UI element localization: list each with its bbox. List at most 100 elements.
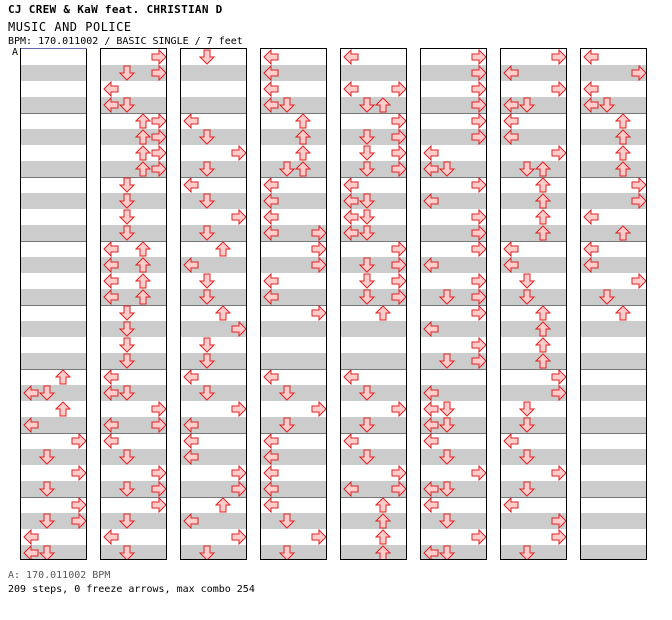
measure-line <box>581 369 646 370</box>
beat-band <box>261 129 326 145</box>
measure-line <box>261 113 326 114</box>
beat-band <box>421 321 486 337</box>
arrow-down-icon <box>359 193 375 209</box>
arrow-down-icon <box>439 161 455 177</box>
arrow-down-icon <box>279 97 295 113</box>
arrow-down-icon <box>39 449 55 465</box>
arrow-left-icon <box>503 241 519 257</box>
measure-line <box>581 177 646 178</box>
measure-line <box>181 433 246 434</box>
arrow-up-icon <box>375 305 391 321</box>
arrow-up-icon <box>135 145 151 161</box>
measure-line <box>261 305 326 306</box>
beat-band <box>581 129 646 145</box>
arrow-right-icon <box>311 225 326 241</box>
arrow-down-icon <box>119 449 135 465</box>
beat-band <box>501 225 566 241</box>
chart-column <box>340 48 407 560</box>
beat-band <box>341 65 406 81</box>
beat-band <box>581 385 646 401</box>
measure-line <box>501 177 566 178</box>
arrow-up-icon <box>135 241 151 257</box>
beat-band <box>501 193 566 209</box>
arrow-left-icon <box>423 193 439 209</box>
measure-line <box>21 305 86 306</box>
arrow-down-icon <box>199 161 215 177</box>
arrow-up-icon <box>375 529 391 545</box>
measure-line <box>21 113 86 114</box>
beat-band <box>21 289 86 305</box>
beat-band <box>261 193 326 209</box>
arrow-left-icon <box>343 209 359 225</box>
measure-line <box>341 369 406 370</box>
arrow-right-icon <box>471 129 486 145</box>
arrow-left-icon <box>423 145 439 161</box>
beat-band <box>261 225 326 241</box>
arrow-right-icon <box>311 305 326 321</box>
beat-band <box>341 321 406 337</box>
arrow-up-icon <box>375 497 391 513</box>
arrow-down-icon <box>119 545 135 559</box>
arrow-left-icon <box>503 497 519 513</box>
arrow-down-icon <box>39 481 55 497</box>
measure-line <box>261 369 326 370</box>
arrow-left-icon <box>183 433 199 449</box>
beat-band <box>581 225 646 241</box>
arrow-right-icon <box>471 49 486 65</box>
arrow-down-icon <box>119 321 135 337</box>
arrow-left-icon <box>23 529 39 545</box>
arrow-left-icon <box>263 369 279 385</box>
measure-line <box>101 433 166 434</box>
arrow-left-icon <box>103 529 119 545</box>
arrow-down-icon <box>359 273 375 289</box>
arrow-left-icon <box>103 241 119 257</box>
beat-band <box>421 193 486 209</box>
arrow-down-icon <box>119 97 135 113</box>
arrow-down-icon <box>359 145 375 161</box>
arrow-left-icon <box>103 97 119 113</box>
measure-line <box>181 497 246 498</box>
bpm-section-marker: A <box>12 47 19 58</box>
measure-line <box>261 497 326 498</box>
arrow-up-icon <box>135 113 151 129</box>
beat-band <box>21 321 86 337</box>
arrow-right-icon <box>631 193 646 209</box>
arrow-down-icon <box>359 209 375 225</box>
arrow-left-icon <box>183 449 199 465</box>
arrow-right-icon <box>231 145 246 161</box>
measure-line <box>581 113 646 114</box>
arrow-left-icon <box>263 193 279 209</box>
measure-line <box>341 305 406 306</box>
arrow-right-icon <box>391 289 406 305</box>
arrow-left-icon <box>263 65 279 81</box>
arrow-right-icon <box>231 401 246 417</box>
arrow-right-icon <box>231 481 246 497</box>
arrow-right-icon <box>471 337 486 353</box>
arrow-left-icon <box>423 257 439 273</box>
arrow-up-icon <box>375 513 391 529</box>
beat-band <box>421 97 486 113</box>
song-artist: CJ CREW & KaW feat. CHRISTIAN D <box>8 3 223 16</box>
arrow-right-icon <box>391 145 406 161</box>
arrow-left-icon <box>263 465 279 481</box>
measure-line <box>501 113 566 114</box>
measure-line <box>421 113 486 114</box>
beat-band <box>501 257 566 273</box>
arrow-right-icon <box>631 273 646 289</box>
arrow-up-icon <box>55 369 71 385</box>
beat-band <box>181 65 246 81</box>
chart-column <box>500 48 567 560</box>
beat-band <box>21 193 86 209</box>
beat-band <box>341 481 406 497</box>
arrow-right-icon <box>71 513 86 529</box>
arrow-right-icon <box>151 417 166 433</box>
beat-band <box>421 225 486 241</box>
arrow-up-icon <box>215 497 231 513</box>
measure-line <box>501 241 566 242</box>
arrow-left-icon <box>23 385 39 401</box>
arrow-left-icon <box>423 545 439 559</box>
arrow-left-icon <box>423 401 439 417</box>
measure-line <box>101 305 166 306</box>
arrow-left-icon <box>263 273 279 289</box>
arrow-up-icon <box>215 305 231 321</box>
